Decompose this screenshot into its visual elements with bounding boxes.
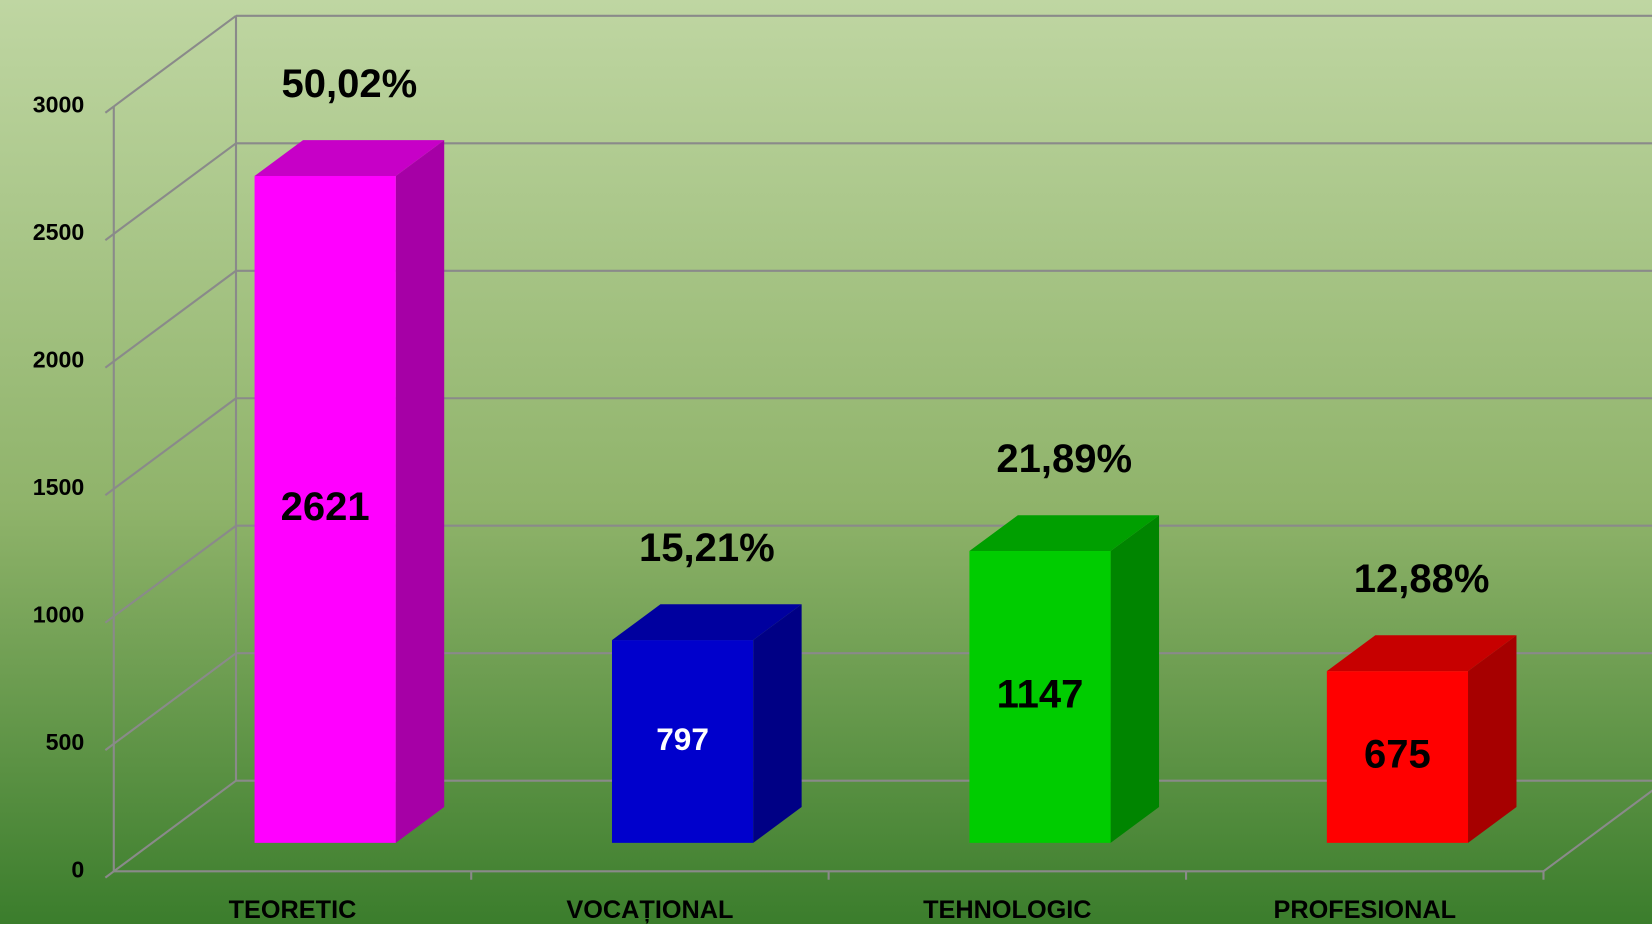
annotation: 12,88% <box>1354 557 1490 601</box>
tick-mark <box>104 105 115 114</box>
bar <box>254 175 396 843</box>
bar <box>611 640 754 843</box>
data-label: 1147 <box>997 673 1084 717</box>
tick-mark <box>104 870 115 879</box>
annotation: 50,02% <box>282 62 418 106</box>
tick-mark <box>104 488 115 497</box>
y-tick-label: 0 <box>71 856 84 882</box>
x-tick-label: PROFESIONAL <box>1274 896 1457 924</box>
floor-edge <box>1542 789 1652 873</box>
x-tick-label: TEHNOLOGIC <box>923 896 1091 924</box>
y-tick-label: 1500 <box>33 474 85 500</box>
grid-line <box>113 524 237 618</box>
data-label: 675 <box>1364 733 1431 777</box>
bar-side <box>753 604 802 843</box>
bar-top <box>1326 635 1517 672</box>
bar-side <box>1110 515 1160 843</box>
y-tick-label: 500 <box>46 729 85 755</box>
tick-mark <box>104 233 115 242</box>
bar-top <box>611 604 802 641</box>
tick-mark <box>104 360 115 369</box>
y-tick-label: 2000 <box>33 346 85 372</box>
x-tick-label: TEORETIC <box>229 896 357 924</box>
grid-line <box>113 652 237 745</box>
bar-top <box>969 515 1160 552</box>
y-tick-label: 2500 <box>33 219 85 245</box>
grid-line <box>113 14 237 108</box>
grid-line <box>113 142 237 235</box>
x-tick-label: VOCAȚIONAL <box>566 896 733 924</box>
bar <box>969 551 1111 843</box>
plot-area: 0 500 1000 1500 2000 2500 3000 TEORETIC 2621 50,0… <box>33 14 1652 924</box>
tick-mark <box>104 615 115 624</box>
bar <box>1326 671 1469 843</box>
bar-top <box>254 140 445 176</box>
grid-line <box>113 779 237 873</box>
y-tick-label: 1000 <box>33 601 85 627</box>
data-label: 2621 <box>281 485 370 529</box>
bar-side <box>395 140 445 843</box>
annotation: 21,89% <box>996 437 1132 481</box>
annotation: 15,21% <box>639 526 775 570</box>
grid-line <box>113 269 237 363</box>
data-label: 797 <box>656 721 709 757</box>
y-tick-label: 3000 <box>33 92 85 118</box>
grid-line <box>113 397 237 490</box>
bar-side <box>1468 635 1517 843</box>
tick-mark <box>104 742 115 751</box>
